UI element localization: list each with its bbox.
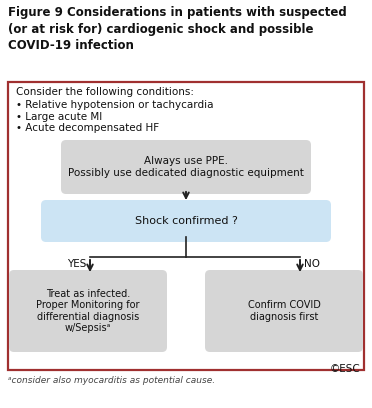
Text: • Relative hypotension or tachycardia: • Relative hypotension or tachycardia <box>16 100 214 110</box>
Text: YES: YES <box>67 259 86 269</box>
Text: Shock confirmed ?: Shock confirmed ? <box>135 216 237 226</box>
Text: • Acute decompensated HF: • Acute decompensated HF <box>16 123 159 133</box>
Text: Confirm COVID
diagnosis first: Confirm COVID diagnosis first <box>247 300 320 322</box>
Text: Always use PPE.
Possibly use dedicated diagnostic equipment: Always use PPE. Possibly use dedicated d… <box>68 156 304 178</box>
Bar <box>8 82 364 370</box>
Text: • Large acute MI: • Large acute MI <box>16 112 102 122</box>
FancyBboxPatch shape <box>9 270 167 352</box>
Text: Consider the following conditions:: Consider the following conditions: <box>16 87 194 97</box>
Text: Figure 9 Considerations in patients with suspected
(or at risk for) cardiogenic : Figure 9 Considerations in patients with… <box>8 6 347 52</box>
Text: NO: NO <box>304 259 320 269</box>
FancyBboxPatch shape <box>61 140 311 194</box>
Text: Treat as infected.
Proper Monitoring for
differential diagnosis
w/Sepsisᵃ: Treat as infected. Proper Monitoring for… <box>36 288 140 333</box>
Text: ©ESC: ©ESC <box>329 364 360 374</box>
FancyBboxPatch shape <box>41 200 331 242</box>
FancyBboxPatch shape <box>205 270 363 352</box>
Text: ᵃconsider also myocarditis as potential cause.: ᵃconsider also myocarditis as potential … <box>8 376 215 385</box>
